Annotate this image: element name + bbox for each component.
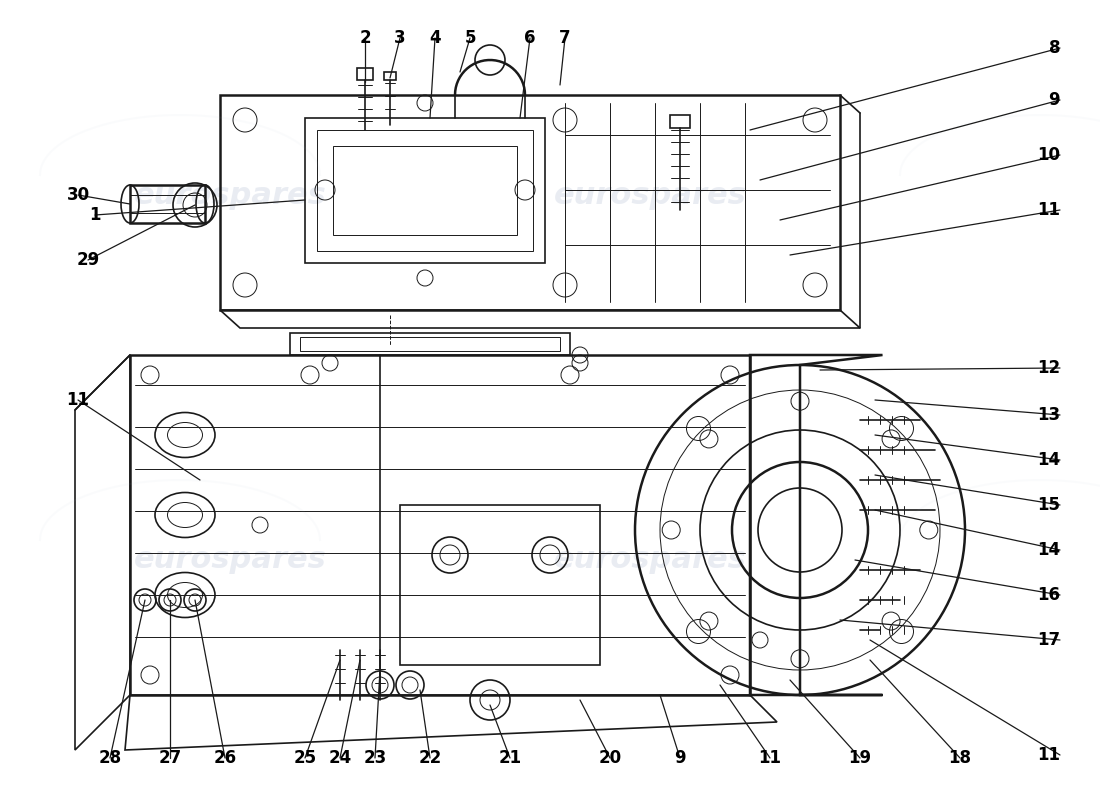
Text: 28: 28 [98,749,122,767]
Text: 21: 21 [498,749,521,767]
Text: 13: 13 [1037,406,1060,424]
Text: 11: 11 [759,749,781,767]
Text: 11: 11 [1037,746,1060,764]
Text: 16: 16 [1037,586,1060,604]
Text: 7: 7 [559,29,571,47]
Text: 4: 4 [429,29,441,47]
Text: 14: 14 [1037,451,1060,469]
Text: 25: 25 [294,749,317,767]
Bar [300,337,560,351]
Text: eurospares: eurospares [553,181,747,210]
Text: 19: 19 [848,749,871,767]
Text: 8: 8 [1048,39,1060,57]
Text: 1: 1 [89,206,101,224]
Text: 30: 30 [66,186,89,204]
Text: 15: 15 [1037,496,1060,514]
Text: 2: 2 [360,29,371,47]
Text: 11: 11 [66,391,89,409]
Text: 14: 14 [1037,541,1060,559]
Text: eurospares: eurospares [553,546,747,574]
Text: 10: 10 [1037,146,1060,164]
Text: 3: 3 [394,29,406,47]
Text: 27: 27 [158,749,182,767]
Text: 12: 12 [1037,359,1060,377]
Text: 5: 5 [464,29,475,47]
Text: 26: 26 [213,749,236,767]
Text: eurospares: eurospares [133,546,327,574]
Text: eurospares: eurospares [133,181,327,210]
Text: 11: 11 [1037,201,1060,219]
Text: 22: 22 [418,749,441,767]
Text: 23: 23 [363,749,386,767]
Text: 29: 29 [76,251,100,269]
Bar [290,333,570,355]
Text: 9: 9 [674,749,685,767]
Text: 17: 17 [1037,631,1060,649]
Bar [400,505,600,665]
Text: 20: 20 [598,749,622,767]
Bar [130,185,205,223]
Text: 18: 18 [948,749,971,767]
Text: 9: 9 [1048,91,1060,109]
Text: 6: 6 [525,29,536,47]
Text: 24: 24 [329,749,352,767]
